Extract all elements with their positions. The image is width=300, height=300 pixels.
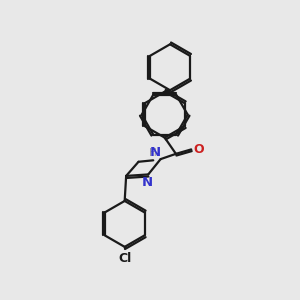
Text: N: N — [142, 176, 153, 189]
Text: O: O — [194, 143, 204, 156]
Text: Cl: Cl — [118, 252, 131, 265]
Text: H: H — [149, 148, 157, 158]
Text: N: N — [149, 146, 161, 158]
